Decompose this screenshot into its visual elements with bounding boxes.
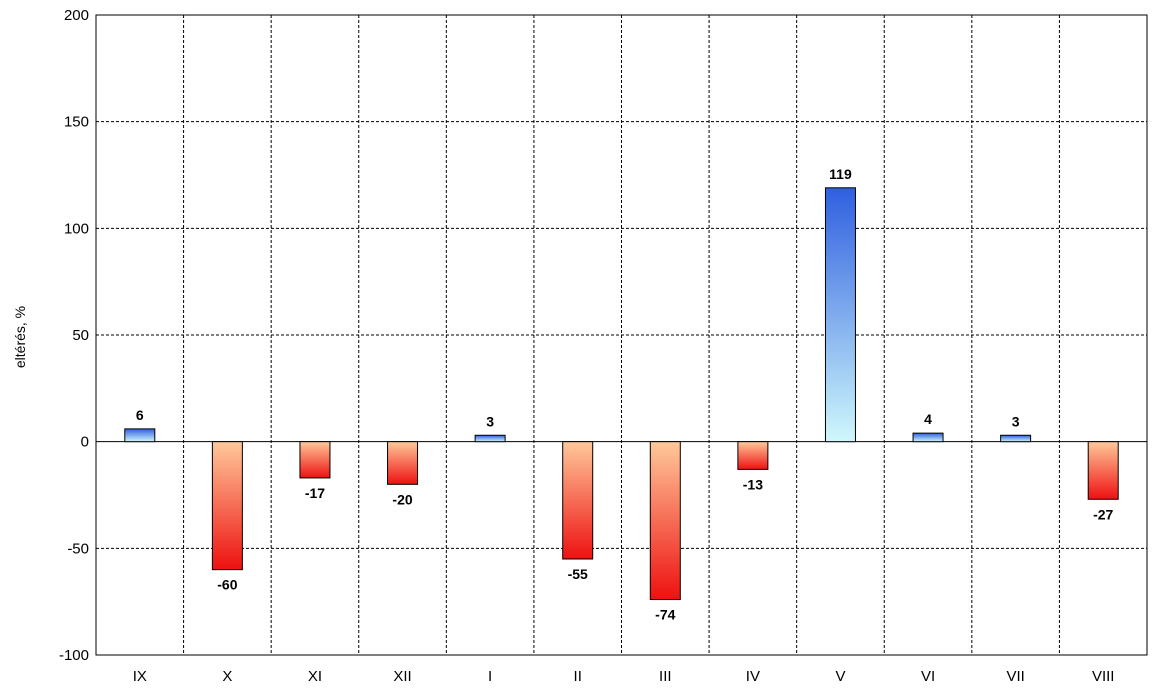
x-tick-label: X (222, 668, 232, 685)
data-label-IX: 6 (136, 407, 144, 423)
y-tick-label: 100 (64, 220, 89, 237)
data-labels: 6 -60 -17 -20 3 -55 -74 -13 119 4 3 -27 (136, 166, 1114, 623)
x-tick-label: VIII (1092, 668, 1115, 685)
y-tick-label: -50 (67, 540, 89, 557)
data-label-VI: 4 (924, 411, 932, 427)
bar-VI (912, 432, 944, 443)
x-tick-label: III (659, 668, 672, 685)
y-tick-label: 0 (81, 434, 89, 451)
y-tick-label: -100 (59, 647, 89, 664)
x-tick-label: XI (308, 668, 322, 685)
y-tick-label: 200 (64, 7, 89, 24)
bars (124, 187, 1119, 601)
x-tick-label: I (488, 668, 492, 685)
y-axis-title: eltérés, % (12, 306, 28, 368)
data-label-I: 3 (486, 413, 494, 429)
data-label-VII: 3 (1012, 413, 1020, 429)
x-tick-labels: IX X XI XII I II III IV V VI VII VIII (133, 668, 1115, 685)
data-label-V: 119 (829, 166, 852, 182)
x-tick-label: II (574, 668, 582, 685)
data-label-X: -60 (217, 577, 237, 593)
bar-I (474, 434, 506, 443)
y-tick-label: 50 (72, 327, 89, 344)
bar-IX (124, 428, 156, 443)
x-tick-label: V (835, 668, 845, 685)
data-label-XII: -20 (392, 491, 412, 507)
x-tick-label: XII (393, 668, 411, 685)
x-tick-label: VII (1006, 668, 1024, 685)
data-label-VIII: -27 (1093, 506, 1113, 522)
y-tick-label: 150 (64, 114, 89, 131)
data-label-III: -74 (655, 607, 675, 623)
bar-III (649, 441, 681, 601)
data-label-XI: -17 (305, 485, 325, 501)
bar-V (824, 187, 856, 443)
x-tick-label: VI (921, 668, 935, 685)
bar-II (562, 441, 594, 560)
bar-VII (1000, 434, 1032, 443)
data-label-IV: -13 (743, 476, 763, 492)
x-tick-label: IV (746, 668, 760, 685)
x-tick-label: IX (133, 668, 147, 685)
grid-lines (96, 15, 1147, 655)
y-tick-labels: 200 150 100 50 0 -50 -100 (59, 7, 89, 664)
bar-XII (387, 441, 419, 485)
bar-VIII (1087, 441, 1119, 500)
bar-IV (737, 441, 769, 470)
bar-X (211, 441, 243, 571)
bar-XI (299, 441, 331, 479)
data-label-II: -55 (568, 566, 588, 582)
plot-frame (95, 14, 1148, 656)
